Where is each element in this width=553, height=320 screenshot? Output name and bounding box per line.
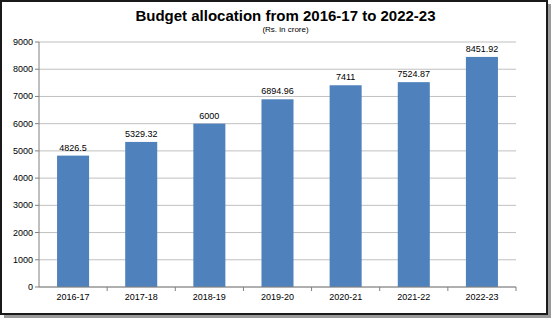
data-label: 6000 (199, 111, 219, 121)
data-label: 7411 (336, 72, 355, 82)
x-tick-mark (243, 287, 244, 291)
x-axis (39, 287, 516, 288)
x-tick-label: 2020-21 (329, 292, 362, 302)
tick-mark (35, 150, 39, 151)
y-tick-label: 3000 (13, 200, 33, 210)
x-tick-label: 2016-17 (57, 292, 90, 302)
title: Budget allocation from 2016-17 to 2022-2… (135, 7, 435, 24)
x-tick-mark (311, 287, 312, 291)
bar (261, 99, 293, 287)
tick-mark (35, 69, 39, 70)
tick-mark (35, 287, 39, 288)
x-tick-mark (175, 287, 176, 291)
y-tick-label: 4000 (13, 173, 33, 183)
y-axis (39, 42, 40, 287)
bar (193, 124, 225, 287)
x-tick-mark (516, 287, 517, 291)
data-label: 7524.87 (398, 69, 431, 79)
bar (398, 82, 430, 287)
data-label: 6894.96 (261, 86, 294, 96)
y-tick-label: 0 (28, 282, 33, 292)
y-tick-label: 6000 (13, 119, 33, 129)
x-tick-label: 2021-22 (397, 292, 430, 302)
data-label: 5329.32 (125, 129, 158, 139)
y-tick-label: 2000 (13, 228, 33, 238)
frame (1, 1, 547, 314)
x-tick-label: 2017-18 (125, 292, 158, 302)
bars (57, 57, 498, 287)
x-tick-label: 2018-19 (193, 292, 226, 302)
tick-mark (35, 42, 39, 43)
grid-line (39, 69, 516, 70)
y-tick-label: 1000 (13, 255, 33, 265)
tick-mark (35, 96, 39, 97)
subtitle: (Rs. in crore) (262, 25, 309, 34)
tick-mark (35, 259, 39, 260)
data-label: 8451.92 (466, 44, 499, 54)
bar (57, 156, 89, 287)
y-tick-label: 8000 (13, 64, 33, 74)
tick-mark (35, 123, 39, 124)
x-tick-mark (447, 287, 448, 291)
y-tick-label: 9000 (13, 37, 33, 47)
y-tick-label: 5000 (13, 146, 33, 156)
tick-mark (35, 178, 39, 179)
bar (125, 142, 157, 287)
bar (466, 57, 498, 287)
x-tick-label: 2022-23 (465, 292, 498, 302)
bar (330, 85, 362, 287)
tick-mark (35, 232, 39, 233)
tick-mark (35, 205, 39, 206)
grid-line (39, 42, 516, 43)
x-tick-mark (107, 287, 108, 291)
y-tick-label: 7000 (13, 91, 33, 101)
x-tick-label: 2019-20 (261, 292, 294, 302)
data-label: 4826.5 (59, 143, 87, 153)
grid-line (39, 287, 516, 288)
x-tick-mark (379, 287, 380, 291)
chart: Budget allocation from 2016-17 to 2022-2… (0, 0, 553, 320)
